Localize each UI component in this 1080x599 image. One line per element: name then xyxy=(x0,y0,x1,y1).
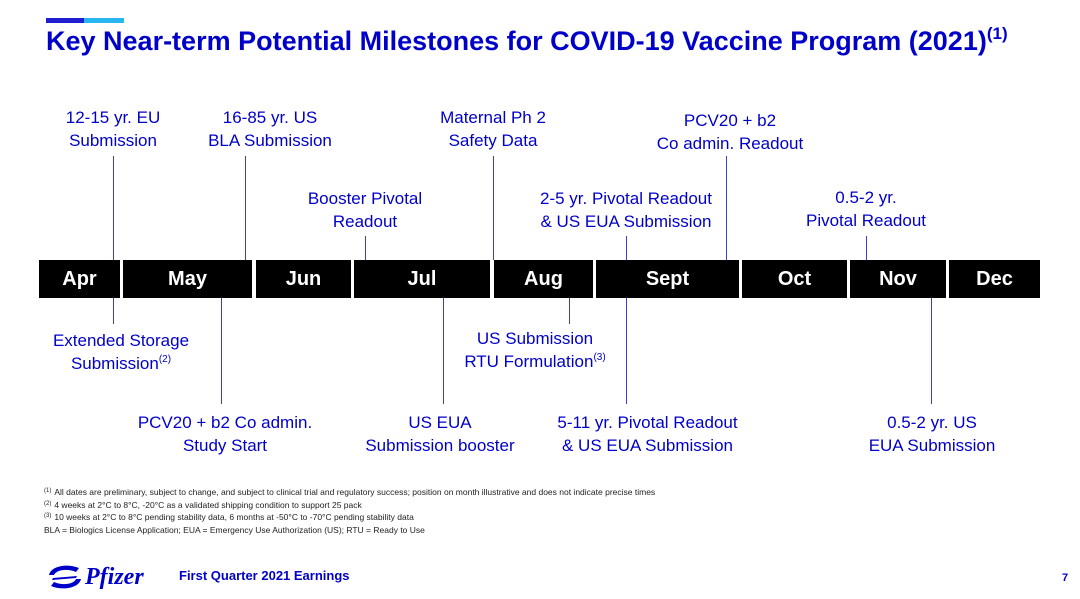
milestone-line: 0.5-2 yr. US xyxy=(887,413,977,432)
milestone-booster-readout: Booster Pivotal Readout xyxy=(290,187,440,233)
footnote-text: 4 weeks at 2°C to 8°C, -20°C as a valida… xyxy=(54,499,362,510)
month-dec: Dec xyxy=(949,260,1040,298)
connector-eu-submission xyxy=(113,156,114,260)
milestone-line-with-ref: RTU Formulation(3) xyxy=(450,350,620,373)
milestone-line: BLA Submission xyxy=(208,131,332,150)
milestone-line: 16-85 yr. US xyxy=(222,108,318,127)
footnote-3: (3) 10 weeks at 2°C to 8°C pending stabil… xyxy=(44,511,655,524)
milestone-line: Maternal Ph 2 xyxy=(440,108,546,127)
milestone-5-11-yr-readout: 5-11 yr. Pivotal Readout & US EUA Submis… xyxy=(535,411,760,457)
footnotes: (1) All dates are preliminary, subject to… xyxy=(44,486,655,536)
milestone-line: Extended Storage xyxy=(52,331,190,350)
milestone-maternal-safety: Maternal Ph 2 Safety Data xyxy=(418,106,568,152)
connector-maternal-safety xyxy=(493,156,494,260)
month-jun: Jun xyxy=(256,260,351,298)
milestone-line: PCV20 + b2 Co admin. xyxy=(137,413,313,432)
footnote-text: All dates are preliminary, subject to ch… xyxy=(54,487,656,497)
footnote-ref: (1) xyxy=(44,488,52,494)
footnote-2: (2) 4 weeks at 2°C to 8°C, -20°C as a val… xyxy=(44,499,655,512)
milestone-bla-submission: 16-85 yr. US BLA Submission xyxy=(185,106,355,152)
milestone-line: & US EUA Submission xyxy=(540,212,712,231)
month-may: May xyxy=(123,260,252,298)
connector-2-5-yr-readout xyxy=(626,236,627,260)
connector-bla-submission xyxy=(245,156,246,260)
connector-pcv20-readout xyxy=(726,156,727,260)
milestone-line: US Submission xyxy=(476,329,594,348)
month-oct: Oct xyxy=(742,260,847,298)
connector-booster-readout xyxy=(365,236,366,260)
milestone-extended-storage: Extended Storage Submission(2) xyxy=(36,329,206,375)
month-nov: Nov xyxy=(850,260,946,298)
page-number: 7 xyxy=(1062,572,1069,584)
milestone-pcv20-study-start: PCV20 + b2 Co admin. Study Start xyxy=(125,411,325,457)
milestone-line: Study Start xyxy=(182,436,268,455)
footnote-ref: (3) xyxy=(593,352,606,363)
footnote-text: BLA = Biologics License Application; EUA… xyxy=(44,524,425,535)
milestone-line-text: RTU Formulation xyxy=(464,352,594,371)
footnote-abbreviations: BLA = Biologics License Application; EUA… xyxy=(44,524,655,537)
month-aug: Aug xyxy=(494,260,593,298)
page-title-footnote-ref: (1) xyxy=(986,24,1008,43)
connector-5-11-yr-readout xyxy=(626,298,627,404)
footnote-ref: (2) xyxy=(44,500,52,507)
page-title: Key Near-term Potential Milestones for C… xyxy=(46,24,1036,56)
milestone-line: PCV20 + b2 xyxy=(683,111,777,130)
milestone-2-5-yr-readout: 2-5 yr. Pivotal Readout & US EUA Submiss… xyxy=(515,187,737,233)
connector-rtu-formulation xyxy=(569,298,570,324)
title-accent-bar-light xyxy=(84,18,124,23)
footnote-ref: (2) xyxy=(158,354,172,365)
milestone-line: Pivotal Readout xyxy=(805,211,927,230)
milestone-line: & US EUA Submission xyxy=(561,436,733,455)
footnote-ref: (3) xyxy=(44,513,52,519)
milestone-line: 5-11 yr. Pivotal Readout xyxy=(557,413,738,432)
page-title-text: Key Near-term Potential Milestones for C… xyxy=(46,26,987,56)
milestone-line: Readout xyxy=(332,212,398,231)
milestone-line: Submission booster xyxy=(365,436,515,455)
month-sept: Sept xyxy=(596,260,739,298)
connector-0-5-2-yr-readout xyxy=(866,236,867,260)
milestone-line: US EUA xyxy=(408,413,472,432)
pfizer-logo-wordmark: Pfizer xyxy=(85,564,144,590)
milestone-line-with-ref: Submission(2) xyxy=(36,352,206,375)
footer-title: First Quarter 2021 Earnings xyxy=(179,568,350,583)
milestone-line: 12-15 yr. EU xyxy=(65,108,161,127)
milestone-eua-booster: US EUA Submission booster xyxy=(355,411,525,457)
milestone-line: Submission xyxy=(69,131,157,150)
connector-extended-storage xyxy=(113,298,114,324)
connector-eua-booster xyxy=(443,298,444,404)
footnote-text: 10 weeks at 2°C to 8°C pending stability… xyxy=(54,512,414,522)
milestone-0-5-2-yr-readout: 0.5-2 yr. Pivotal Readout xyxy=(791,186,941,232)
milestone-eu-submission: 12-15 yr. EU Submission xyxy=(43,106,183,152)
milestone-0-5-2-yr-eua: 0.5-2 yr. US EUA Submission xyxy=(857,411,1007,457)
month-jul: Jul xyxy=(354,260,490,298)
pfizer-logo: Pfizer xyxy=(45,561,155,593)
milestone-rtu-formulation: US Submission RTU Formulation(3) xyxy=(450,327,620,373)
milestone-line: Co admin. Readout xyxy=(656,134,804,153)
timeline-bar: Apr May Jun Jul Aug Sept Oct Nov Dec xyxy=(39,260,1040,298)
milestone-pcv20-readout: PCV20 + b2 Co admin. Readout xyxy=(640,109,820,155)
title-accent-bar-dark xyxy=(46,18,84,23)
footnote-1: (1) All dates are preliminary, subject to… xyxy=(44,486,655,499)
milestone-line: 2-5 yr. Pivotal Readout xyxy=(540,189,712,208)
milestone-line-text: Submission xyxy=(70,354,159,373)
connector-pcv20-study-start xyxy=(221,298,222,404)
milestone-line: Booster Pivotal xyxy=(307,189,423,208)
connector-0-5-2-yr-eua xyxy=(931,298,932,404)
milestone-line: Safety Data xyxy=(448,131,538,150)
pfizer-logo-icon xyxy=(49,565,81,589)
month-apr: Apr xyxy=(39,260,120,298)
milestone-line: 0.5-2 yr. xyxy=(835,188,897,207)
milestone-line: EUA Submission xyxy=(868,436,996,455)
